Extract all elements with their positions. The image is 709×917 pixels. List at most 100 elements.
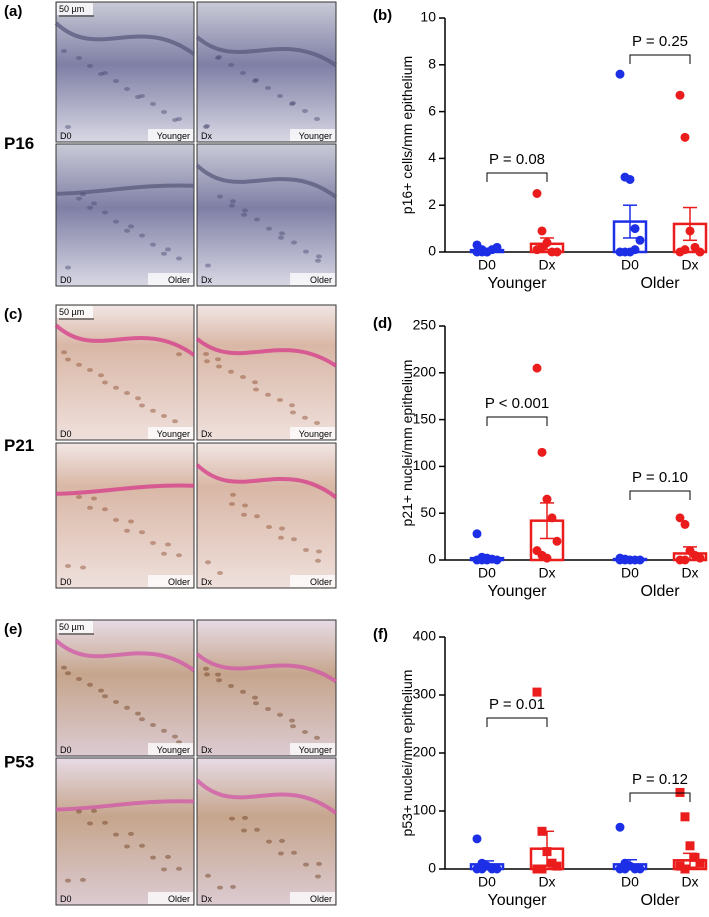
- data-point: [472, 529, 482, 539]
- nucleus: [315, 258, 321, 263]
- nucleus: [205, 560, 211, 565]
- image-background: [55, 757, 195, 906]
- nucleus: [65, 125, 71, 129]
- x-tick-label: Dx: [681, 257, 698, 273]
- nucleus: [165, 247, 171, 252]
- image-background: [196, 1, 337, 143]
- nucleus: [113, 832, 119, 837]
- nucleus: [266, 839, 272, 844]
- panel-label: (c): [4, 306, 22, 323]
- panel-label: (e): [4, 621, 22, 638]
- x-tick-label: D0: [621, 565, 639, 581]
- data-point: [615, 822, 625, 832]
- micrograph: Older Dx: [195, 442, 338, 589]
- nucleus: [65, 671, 71, 676]
- image-background: [196, 442, 337, 589]
- nucleus: [253, 387, 259, 392]
- p-value: P = 0.10: [632, 469, 688, 486]
- nucleus: [102, 820, 108, 825]
- data-point: [477, 864, 487, 874]
- data-point: [492, 242, 502, 252]
- nucleus: [252, 380, 258, 385]
- y-tick-label: 0: [428, 860, 436, 876]
- nucleus: [291, 850, 297, 855]
- data-point: [680, 245, 690, 255]
- data-point: [680, 864, 690, 874]
- nucleus: [241, 212, 247, 217]
- nucleus: [161, 867, 167, 872]
- nucleus: [279, 526, 285, 531]
- epidermis-edge: [54, 638, 196, 673]
- nucleus: [102, 694, 108, 699]
- nucleus: [161, 551, 167, 556]
- nucleus: [290, 101, 296, 105]
- nucleus: [161, 414, 167, 418]
- nucleus: [204, 359, 210, 364]
- epidermis-edge: [54, 21, 196, 56]
- data-point: [537, 242, 547, 252]
- nucleus: [76, 677, 82, 681]
- nucleus: [176, 866, 182, 871]
- nucleus: [161, 110, 167, 114]
- nucleus: [87, 368, 93, 372]
- nucleus: [80, 192, 86, 197]
- nucleus: [217, 194, 223, 199]
- error-bar: [540, 237, 554, 251]
- y-tick-label: 10: [420, 9, 436, 25]
- nucleus: [253, 701, 259, 706]
- day-label: D0: [60, 131, 72, 141]
- nucleus: [61, 350, 67, 355]
- epidermis-edge: [195, 652, 338, 684]
- nucleus: [176, 352, 182, 357]
- y-tick-label: 150: [413, 410, 437, 426]
- x-tick-label: Dx: [681, 874, 698, 890]
- row-label: P53: [4, 753, 34, 772]
- data-point: [675, 513, 685, 523]
- group-label: Younger: [157, 131, 190, 141]
- nucleus: [176, 553, 182, 558]
- nucleus: [215, 357, 221, 362]
- significance-bracket: [486, 717, 548, 727]
- nucleus: [80, 565, 86, 570]
- day-label: Dx: [201, 577, 212, 587]
- image-background: [196, 143, 337, 287]
- error-bar: [480, 555, 494, 561]
- nucleus: [204, 672, 210, 677]
- data-point: [690, 852, 700, 862]
- nucleus: [241, 512, 247, 517]
- micrograph: Older D0: [55, 143, 195, 287]
- error-bar: [623, 557, 637, 561]
- y-tick-label: 0: [428, 243, 436, 259]
- data-point: [542, 494, 552, 504]
- image-background: [55, 1, 195, 143]
- label-box: [290, 427, 335, 439]
- nucleus: [240, 375, 246, 379]
- nucleus: [124, 391, 130, 395]
- data-point: [615, 69, 625, 79]
- epidermis-edge: [55, 799, 195, 812]
- micrograph: Older D0: [55, 757, 195, 906]
- group-label: Older: [168, 275, 190, 285]
- image-background: [55, 143, 195, 287]
- data-point: [532, 687, 542, 697]
- day-label: D0: [60, 275, 72, 285]
- micrograph: Younger Dx: [195, 1, 338, 143]
- data-point: [695, 553, 705, 563]
- epidermis-edge: [195, 163, 338, 199]
- nucleus: [161, 251, 167, 256]
- y-tick-label: 4: [428, 149, 436, 165]
- epidermis-edge: [195, 35, 338, 68]
- nucleus: [253, 78, 259, 82]
- error-bar: [683, 206, 697, 242]
- nucleus: [113, 518, 119, 522]
- nucleus: [139, 717, 145, 722]
- micrograph: 50 µm Younger D0: [54, 304, 196, 441]
- label-box: [148, 892, 193, 904]
- data-point: [680, 812, 690, 822]
- group-label: Younger: [487, 275, 547, 292]
- y-tick-label: 300: [413, 686, 437, 702]
- nucleus: [242, 815, 248, 820]
- nucleus: [150, 242, 156, 247]
- nucleus: [228, 684, 234, 688]
